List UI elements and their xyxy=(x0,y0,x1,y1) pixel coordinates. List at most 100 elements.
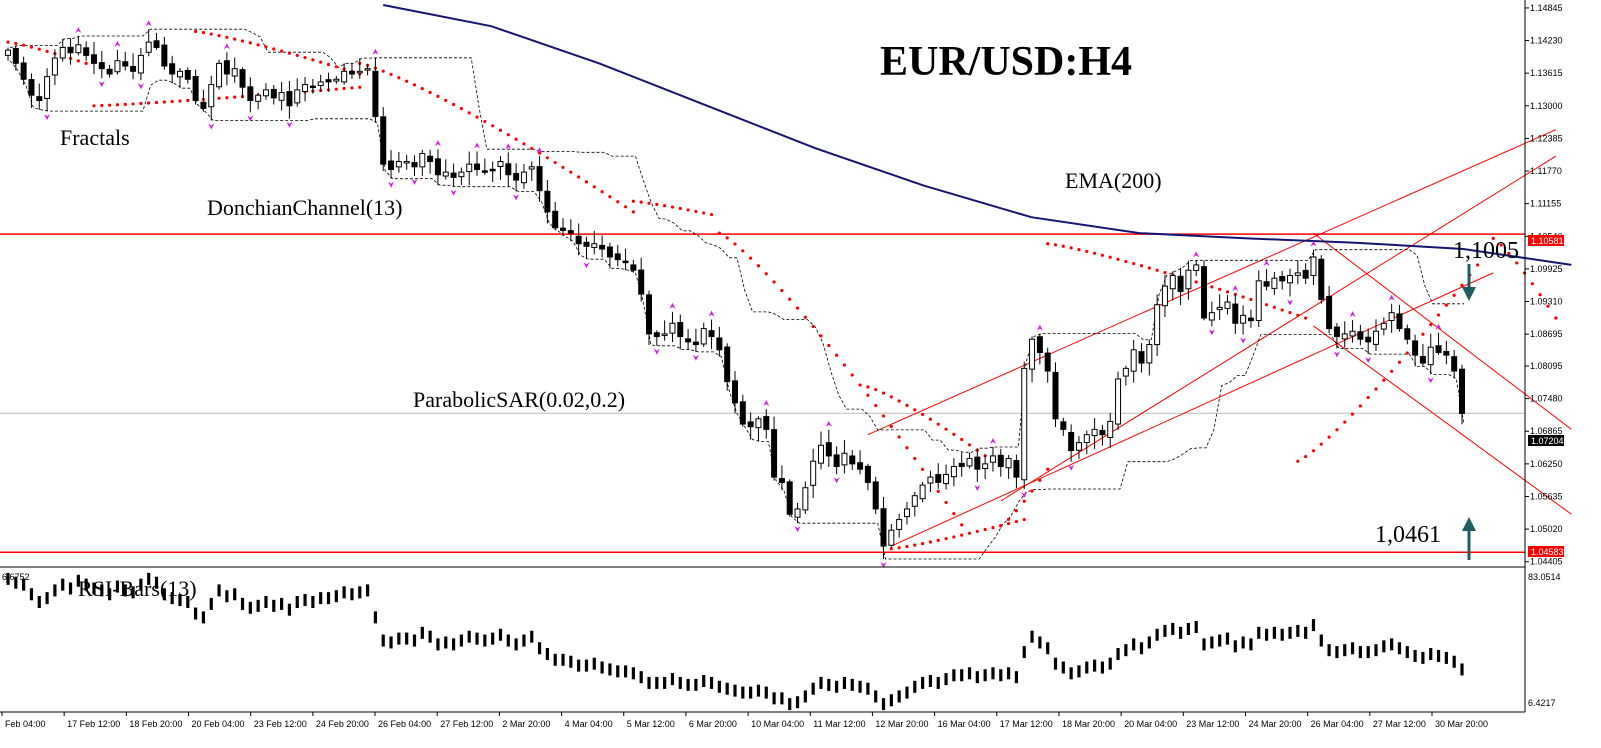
psar-dot xyxy=(725,236,729,240)
psar-dot xyxy=(561,165,565,169)
candle-body xyxy=(481,170,488,173)
psar-dot xyxy=(217,96,221,100)
candle-body xyxy=(520,171,527,184)
candle-body xyxy=(223,60,230,75)
psar-dot xyxy=(921,467,925,471)
psar-dot xyxy=(412,83,417,87)
psar-dot xyxy=(358,85,362,89)
psar-dot xyxy=(999,524,1003,528)
candle-body xyxy=(51,57,58,76)
psar-dot xyxy=(967,443,972,447)
psar-dot xyxy=(1304,316,1308,320)
psar-dot xyxy=(1061,244,1065,248)
candle-body xyxy=(130,65,137,72)
psar-dot xyxy=(1007,522,1011,526)
fractal-down-marker xyxy=(794,526,801,533)
psar-dot xyxy=(835,353,839,357)
up-arrow-head xyxy=(1462,517,1476,531)
candle-body xyxy=(278,92,285,101)
candle-body xyxy=(161,44,168,67)
psar-dot xyxy=(154,100,159,105)
psar-dot xyxy=(1241,295,1245,299)
psar-dot xyxy=(905,544,909,549)
psar-dot xyxy=(1452,293,1456,297)
fractal-down-marker xyxy=(833,477,840,484)
psar-dot xyxy=(467,111,471,115)
fractal-up-marker xyxy=(763,400,770,407)
psar-dot xyxy=(788,297,792,301)
psar-dot xyxy=(944,427,948,431)
candle-body xyxy=(67,46,74,54)
candle-body xyxy=(732,380,738,404)
rsi-axis-bottom-right-label: 6.4217 xyxy=(1528,698,1556,708)
psar-dot xyxy=(678,206,682,211)
psar-dot xyxy=(530,146,534,151)
candle-body xyxy=(1287,275,1294,284)
psar-dot xyxy=(475,115,479,119)
psar-dot xyxy=(1343,420,1347,424)
psar-dot xyxy=(1374,387,1378,391)
psar-dot xyxy=(1124,259,1128,264)
candle-body xyxy=(771,429,778,478)
price-tick-label: 1.13615 xyxy=(1530,68,1563,78)
candle-body xyxy=(145,41,152,53)
candle-body xyxy=(1263,281,1270,287)
candle-body xyxy=(864,465,871,483)
current-price-box xyxy=(1528,435,1564,446)
candle-body xyxy=(458,171,465,178)
candle-body xyxy=(1326,295,1333,330)
psar-dot xyxy=(1249,297,1253,302)
candle-body xyxy=(1310,256,1317,276)
candle-body xyxy=(1177,275,1184,292)
price-tick-label: 1.05635 xyxy=(1530,491,1563,501)
candle-body xyxy=(646,294,653,335)
psar-dot xyxy=(764,272,768,276)
candle-body xyxy=(302,84,309,92)
fractal-up-marker xyxy=(989,438,996,445)
candle-body xyxy=(1279,275,1286,282)
psar-dot xyxy=(975,529,979,534)
candle-body xyxy=(1271,277,1278,289)
psar-dot xyxy=(936,489,940,493)
candle-body xyxy=(294,89,301,104)
psar-dot xyxy=(842,363,847,367)
candle-body xyxy=(1154,304,1161,346)
psar-dot xyxy=(1405,351,1409,355)
fractal-down-marker xyxy=(247,115,254,122)
time-tick-label: 18 Feb 20:00 xyxy=(129,719,182,729)
fractal-down-marker xyxy=(653,348,660,355)
psar-dot xyxy=(287,51,292,55)
psar-dot xyxy=(76,59,80,63)
fractal-down-marker xyxy=(692,354,699,361)
up-channel-middle-line xyxy=(1000,155,1557,502)
fractal-down-marker xyxy=(974,484,981,491)
price-tick-label: 1.14230 xyxy=(1530,36,1563,46)
candle-body xyxy=(20,62,27,80)
price-tick-label: 1.07480 xyxy=(1530,394,1563,404)
psar-dot xyxy=(811,324,815,329)
candle-body xyxy=(255,94,262,102)
candle-body xyxy=(606,246,613,258)
candle-body xyxy=(1161,285,1168,307)
candle-body xyxy=(364,68,371,71)
psar-dot xyxy=(577,175,581,179)
support-price-box xyxy=(1528,546,1564,557)
candle-body xyxy=(1099,429,1106,436)
fractal-down-marker xyxy=(513,194,520,201)
candle-body xyxy=(505,163,512,176)
psar-dot xyxy=(655,202,659,207)
psar-dot xyxy=(1147,266,1151,270)
price-tick-label: 1.13000 xyxy=(1530,101,1563,111)
candle-body xyxy=(1013,460,1020,478)
fractal-down-marker xyxy=(286,121,293,128)
psar-dot xyxy=(303,56,307,60)
candle-body xyxy=(262,89,269,97)
fractal-up-marker xyxy=(1193,251,1200,258)
price-tick-label: 1.12385 xyxy=(1530,133,1563,143)
candle-body xyxy=(59,46,66,59)
psar-dot xyxy=(897,435,901,439)
psar-dot xyxy=(749,256,753,260)
candle-body xyxy=(1068,431,1075,452)
candle-body xyxy=(1122,367,1129,377)
psar-dot xyxy=(827,343,831,348)
